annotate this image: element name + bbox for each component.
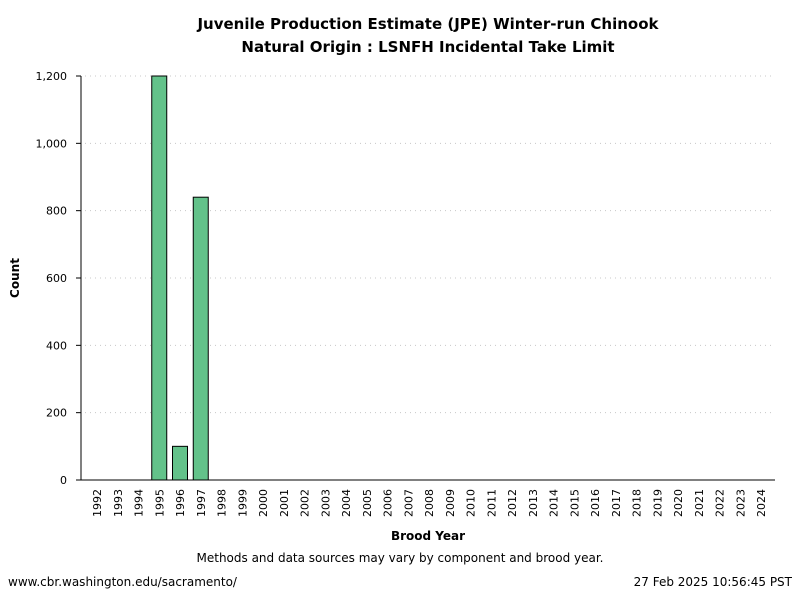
x-tick-label: 1994 — [133, 489, 146, 517]
x-tick-label: 2014 — [548, 489, 561, 517]
x-tick-label: 2000 — [257, 489, 270, 517]
bar-1997 — [192, 196, 209, 481]
x-tick-label: 2020 — [672, 489, 685, 517]
x-tick-label: 1999 — [236, 489, 249, 517]
source-url: www.cbr.washington.edu/sacramento/ — [8, 575, 238, 589]
x-tick-label: 2019 — [651, 489, 664, 517]
bars — [151, 75, 209, 481]
y-tick-label: 0 — [60, 474, 67, 487]
gridlines — [85, 75, 775, 414]
x-tick-label: 2007 — [402, 489, 415, 517]
x-tick-label: 1996 — [174, 489, 187, 517]
x-axis-ticks: 1992 1993 1994 1995 1996 1997 1998 1999 2000 2001… — [91, 489, 768, 517]
y-axis-ticks: 0 200 400 600 800 1,000 1,200 — [36, 70, 81, 487]
y-tick-label: 200 — [46, 407, 67, 420]
x-tick-label: 2017 — [610, 489, 623, 517]
x-tick-label: 1993 — [112, 489, 125, 517]
x-tick-label: 2022 — [714, 489, 727, 517]
y-tick-label: 800 — [46, 205, 67, 218]
chart-subtitle: Natural Origin : LSNFH Incidental Take L… — [241, 38, 614, 56]
y-axis-label: Count — [8, 258, 22, 298]
x-tick-label: 2008 — [423, 489, 436, 517]
x-tick-label: 2006 — [382, 489, 395, 517]
x-tick-label: 2009 — [444, 489, 457, 517]
y-tick-label: 600 — [46, 272, 67, 285]
x-tick-label: 2002 — [299, 489, 312, 517]
x-tick-label: 2021 — [693, 489, 706, 517]
x-axis-label: Brood Year — [391, 529, 465, 543]
x-tick-label: 2018 — [631, 489, 644, 517]
x-tick-label: 2001 — [278, 489, 291, 517]
x-tick-label: 1992 — [91, 489, 104, 517]
x-tick-label: 2010 — [465, 489, 478, 517]
chart-title: Juvenile Production Estimate (JPE) Winte… — [196, 15, 659, 33]
bar-1995 — [151, 75, 168, 481]
x-tick-label: 2024 — [755, 489, 768, 517]
y-tick-label: 1,200 — [36, 70, 68, 83]
y-tick-label: 1,000 — [36, 137, 68, 150]
x-tick-label: 1995 — [153, 489, 166, 517]
timestamp: 27 Feb 2025 10:56:45 PST — [634, 575, 793, 589]
x-tick-label: 2023 — [734, 489, 747, 517]
x-tick-label: 2004 — [340, 489, 353, 517]
x-tick-label: 2011 — [485, 489, 498, 517]
x-tick-label: 1998 — [216, 489, 229, 517]
methods-note: Methods and data sources may vary by com… — [197, 551, 604, 565]
x-tick-label: 1997 — [195, 489, 208, 517]
y-tick-label: 400 — [46, 339, 67, 352]
x-tick-label: 2005 — [361, 489, 374, 517]
x-tick-label: 2016 — [589, 489, 602, 517]
x-tick-label: 2003 — [319, 489, 332, 517]
x-tick-label: 2013 — [527, 489, 540, 517]
bar-1996 — [172, 445, 188, 481]
x-tick-label: 2012 — [506, 489, 519, 517]
x-tick-label: 2015 — [568, 489, 581, 517]
